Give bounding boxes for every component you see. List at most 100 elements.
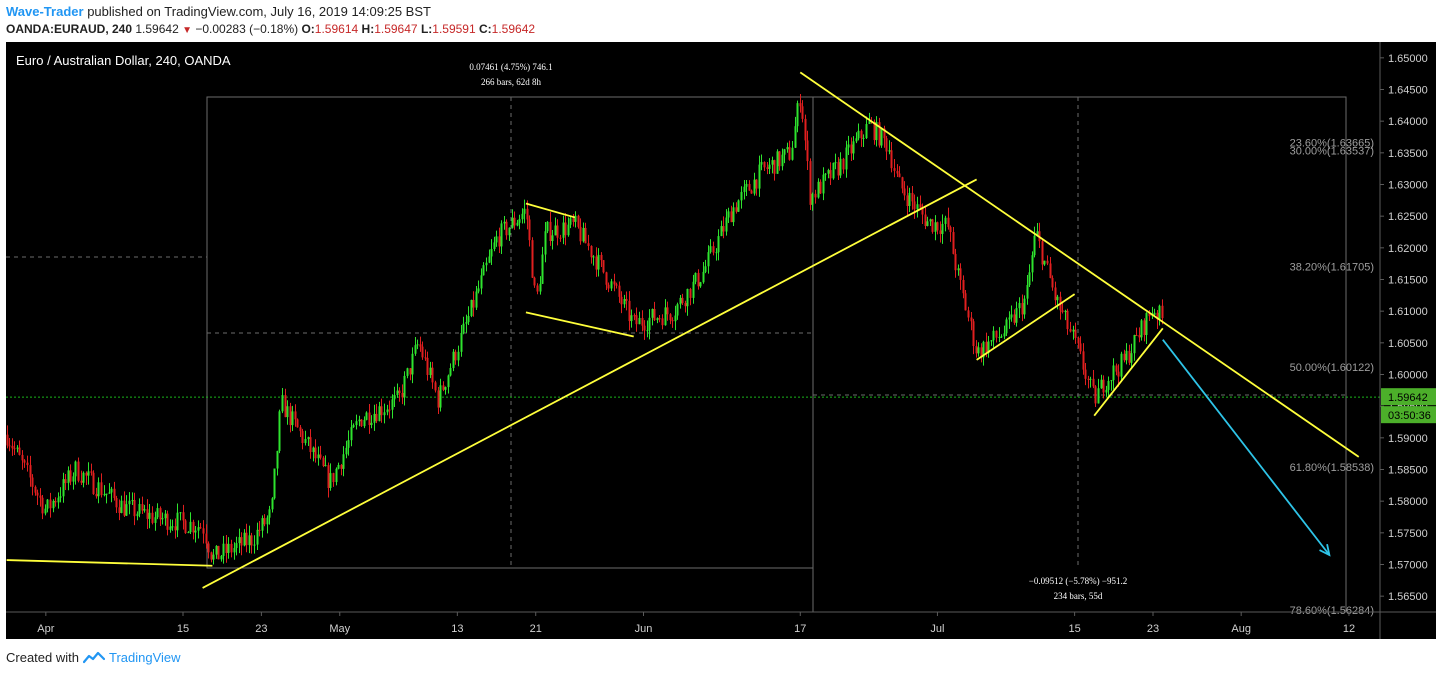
candle-down — [258, 529, 261, 531]
candle-down — [936, 222, 939, 231]
candle-down — [924, 214, 927, 226]
candle-up — [709, 246, 712, 253]
candle-up — [197, 527, 200, 531]
candle-up — [998, 336, 1001, 338]
candle-down — [23, 460, 26, 463]
trendlines-layer[interactable] — [6, 71, 1360, 589]
trendline-flag-bottom — [525, 311, 634, 338]
candle-up — [243, 532, 246, 546]
candle-up — [518, 219, 521, 223]
candle-up — [1000, 336, 1003, 338]
candle-down — [995, 330, 998, 338]
candle-up — [103, 494, 106, 496]
candle-down — [294, 411, 297, 420]
candle-up — [235, 543, 238, 549]
candle-up — [337, 464, 340, 469]
candle-up — [610, 281, 613, 289]
candle-down — [730, 211, 733, 223]
candle-down — [202, 528, 205, 534]
candle-down — [340, 464, 343, 469]
author-name[interactable]: Wave-Trader — [6, 4, 84, 19]
candle-up — [386, 409, 389, 413]
candle-up — [1005, 319, 1008, 334]
candle-down — [1054, 287, 1057, 301]
candle-up — [233, 548, 236, 553]
candle-up — [329, 473, 332, 488]
candle-down — [602, 260, 605, 273]
candle-down — [962, 279, 965, 294]
candle-down — [625, 299, 628, 301]
candle-down — [896, 170, 899, 174]
candle-down — [901, 177, 904, 189]
candle-down — [587, 243, 590, 246]
candle-down — [801, 106, 804, 119]
candle-up — [475, 291, 478, 308]
candle-down — [605, 272, 608, 285]
candle-down — [199, 527, 202, 529]
candle-up — [403, 375, 406, 398]
candle-up — [1100, 379, 1103, 389]
candle-down — [773, 160, 776, 174]
candle-up — [888, 150, 891, 152]
candle-down — [584, 227, 587, 244]
candle-down — [1135, 335, 1138, 337]
y-tick-label: 1.63000 — [1388, 180, 1428, 192]
candle-down — [643, 325, 646, 331]
candle-up — [544, 231, 547, 255]
candle-down — [658, 318, 661, 320]
candle-down — [572, 218, 575, 222]
x-tick-label: 12 — [1343, 623, 1355, 635]
axes-layer: 1.65000 1.64500 1.64000 1.63500 1.63000 1.625… — [6, 42, 1436, 639]
candle-up — [686, 288, 689, 307]
candle-up — [164, 513, 167, 519]
projection-arrow-head — [1319, 544, 1331, 557]
candle-up — [485, 262, 488, 266]
candle-up — [1133, 335, 1136, 354]
candle-down — [1021, 303, 1024, 315]
candle-up — [597, 254, 600, 270]
candle-down — [577, 215, 580, 227]
price-chart[interactable]: 23.60%(1.63665)30.00%(1.63537) 38.20%(1.6… — [6, 42, 1436, 639]
candle-down — [118, 507, 121, 513]
candle-down — [641, 317, 644, 326]
candle-up — [1153, 312, 1156, 315]
candle-down — [1013, 314, 1016, 323]
candle-down — [64, 479, 67, 484]
y-tick-label: 1.65000 — [1388, 53, 1428, 65]
tradingview-brand[interactable]: TradingView — [108, 650, 181, 665]
candle-up — [16, 447, 19, 449]
candle-down — [1074, 329, 1077, 338]
candle-up — [261, 518, 264, 531]
candle-up — [342, 454, 345, 469]
candle-up — [875, 122, 878, 141]
candle-down — [424, 357, 427, 359]
candle-up — [574, 215, 577, 222]
candle-down — [964, 293, 967, 311]
y-tick-label: 1.62500 — [1388, 211, 1428, 223]
candle-up — [934, 222, 937, 232]
candle-up — [977, 347, 980, 354]
candle-up — [161, 518, 164, 520]
close-value: 1.59642 — [491, 22, 536, 36]
candle-up — [238, 537, 241, 544]
candle-down — [712, 246, 715, 253]
candle-down — [778, 151, 781, 167]
candle-down — [85, 472, 88, 476]
candle-up — [727, 211, 730, 218]
candle-up — [783, 149, 786, 155]
symbol-label: OANDA:EURAUD, 240 — [6, 22, 133, 36]
candle-up — [59, 496, 62, 498]
candle-up — [307, 437, 310, 440]
candle-down — [806, 140, 809, 162]
candle-down — [633, 315, 636, 317]
candle-up — [1110, 380, 1113, 382]
candle-up — [1089, 378, 1092, 380]
candle-up — [541, 254, 544, 284]
candle-up — [449, 368, 452, 376]
candle-up — [248, 535, 251, 546]
candle-up — [391, 399, 394, 410]
candle-down — [913, 201, 916, 210]
candle-up — [694, 272, 697, 282]
candle-up — [592, 256, 595, 258]
candle-up — [156, 508, 159, 518]
